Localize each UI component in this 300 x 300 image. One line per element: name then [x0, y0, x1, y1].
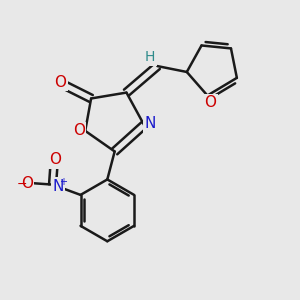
Text: H: H [145, 50, 155, 64]
Text: O: O [21, 176, 33, 190]
Text: +: + [58, 177, 67, 187]
Text: O: O [50, 152, 61, 167]
Text: O: O [73, 123, 85, 138]
Text: O: O [54, 75, 66, 90]
Text: −: − [16, 178, 27, 191]
Text: N: N [145, 116, 156, 131]
Text: O: O [204, 95, 216, 110]
Text: N: N [52, 178, 64, 194]
